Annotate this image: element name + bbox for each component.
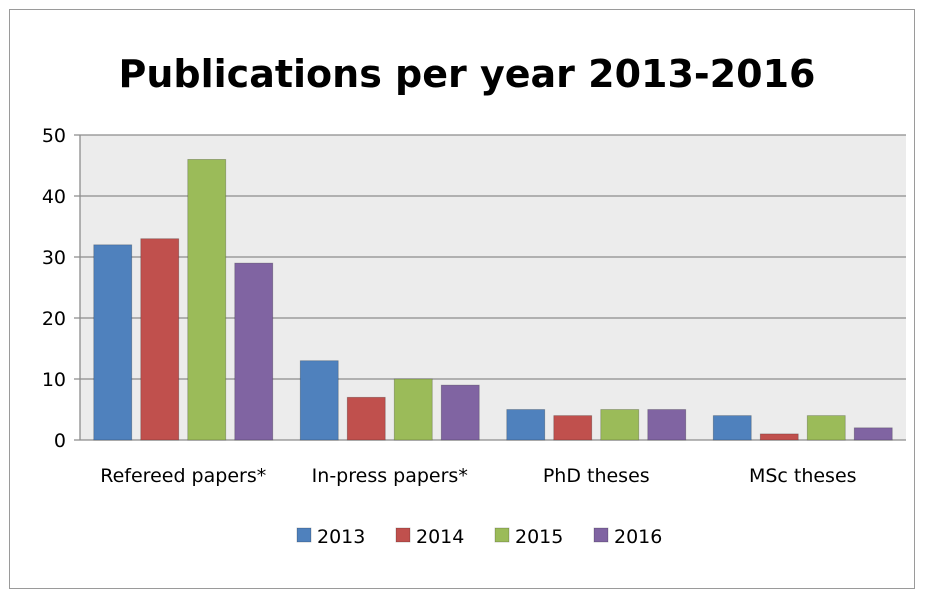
bar-2013-3 [712, 415, 752, 441]
legend-label-2015: 2015 [515, 526, 563, 548]
bar-2014-3 [759, 433, 799, 441]
bar-2015-3 [806, 415, 846, 441]
y-tick-label: 10 [42, 369, 66, 391]
y-tick-label: 50 [42, 125, 66, 147]
bar-2016-0 [234, 262, 274, 441]
y-tick-label: 40 [42, 186, 66, 208]
y-tick-label: 0 [54, 430, 66, 452]
bar-2013-1 [299, 360, 339, 441]
category-label: PhD theses [543, 465, 650, 487]
bar-2015-2 [600, 409, 640, 441]
y-tick-label: 30 [42, 247, 66, 269]
chart-title: Publications per year 2013-2016 [119, 52, 816, 96]
bar-2014-1 [346, 396, 386, 441]
bar-chart: Publications per year 2013-2016 0 10 20 30 4… [42, 52, 906, 548]
bar-2015-0 [187, 158, 227, 441]
legend-swatch-2015 [494, 527, 510, 543]
category-label: MSc theses [749, 465, 857, 487]
y-tick-label: 20 [42, 308, 66, 330]
bars [93, 158, 893, 441]
bar-2015-1 [393, 378, 433, 441]
x-axis-categories: Refereed papers* In-press papers* PhD thes… [100, 465, 856, 487]
legend: 2013 2014 2015 2016 [296, 526, 662, 548]
legend-label-2016: 2016 [614, 526, 662, 548]
bar-2013-2 [506, 409, 546, 441]
bar-2016-1 [440, 384, 480, 441]
bar-2014-2 [553, 415, 593, 441]
legend-label-2014: 2014 [416, 526, 464, 548]
legend-swatch-2014 [395, 527, 411, 543]
category-label: In-press papers* [312, 465, 468, 487]
legend-label-2013: 2013 [317, 526, 365, 548]
bar-2016-2 [647, 409, 687, 441]
legend-swatch-2016 [593, 527, 609, 543]
category-label: Refereed papers* [100, 465, 266, 487]
y-axis-ticks: 0 10 20 30 40 50 [42, 125, 66, 452]
legend-swatch-2013 [296, 527, 312, 543]
bar-2013-0 [93, 244, 133, 441]
bar-2016-3 [853, 427, 893, 441]
bar-2014-0 [140, 238, 180, 441]
